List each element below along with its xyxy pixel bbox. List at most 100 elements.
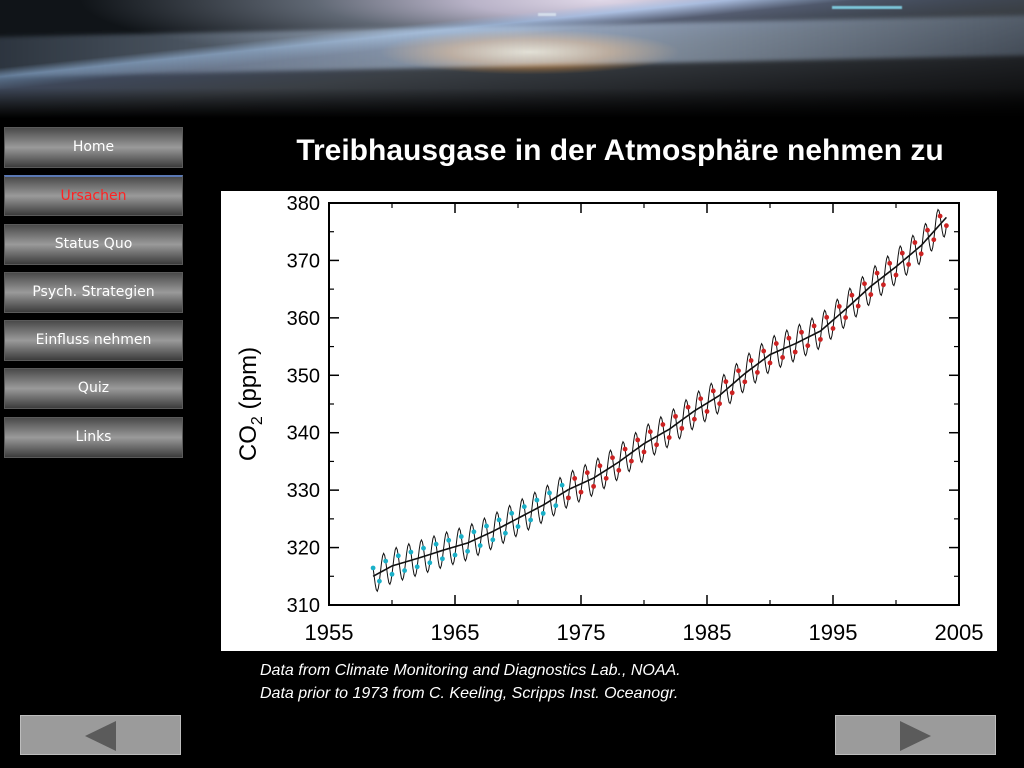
data-point-series-1 [824,314,830,320]
data-point-series-1 [912,240,918,245]
caption-line-1: Data from Climate Monitoring and Diagnos… [260,662,681,679]
nav-status-quo-button[interactable]: Status Quo [4,223,183,265]
data-point-series-1 [931,237,937,243]
data-point-series-1 [666,435,672,440]
data-point-series-0 [534,497,540,503]
data-point-series-1 [925,227,930,233]
data-point-series-1 [874,270,880,276]
data-point-series-1 [584,470,590,476]
data-point-series-1 [918,251,924,257]
data-point-series-1 [679,425,685,431]
data-point-series-1 [641,449,647,455]
data-point-series-1 [698,396,704,402]
nav-home-button[interactable]: Home [4,127,183,168]
data-point-series-1 [704,409,710,414]
data-point-series-1 [767,360,773,366]
y-tick-label: 350 [287,365,320,387]
nav-links-button[interactable]: Links [4,416,183,458]
data-point-series-1 [717,401,722,407]
data-point-series-0 [553,503,559,509]
data-point-series-1 [855,303,861,309]
data-point-series-1 [629,458,634,464]
next-slide-button[interactable] [835,715,996,755]
data-point-series-0 [383,558,389,564]
data-point-series-1 [792,349,798,355]
data-point-series-0 [446,537,452,543]
data-point-series-1 [862,281,867,287]
data-point-series-1 [597,463,603,469]
data-point-series-0 [515,524,521,529]
y-axis-label: CO2 (ppm) [235,347,266,461]
data-point-series-1 [660,422,666,427]
co2-chart-panel: 1955 1965 1975 1985 1995 2005 310 320 330 340 350 3… [221,191,997,651]
data-point-series-0 [458,534,464,539]
data-point-series-0 [471,529,477,535]
data-point-series-1 [881,282,886,288]
data-point-series-1 [836,303,842,309]
data-point-series-0 [427,560,433,566]
nav-psych-strategien-button[interactable]: Psych. Strategien [4,271,183,313]
data-point-series-1 [755,369,760,375]
left-triangle-icon [85,721,116,751]
data-point-series-1 [799,329,804,335]
data-point-series-1 [616,467,622,473]
atmosphere-glow [0,14,1024,78]
data-point-series-1 [603,475,609,481]
data-point-series-0 [452,552,458,558]
data-point-series-1 [736,368,741,374]
data-point-series-1 [654,442,659,448]
data-point-series-1 [830,326,836,331]
data-point-series-1 [685,404,691,410]
side-nav: Home Ursachen Status Quo Psych. Strategi… [4,127,183,465]
data-point-series-0 [547,490,552,496]
nav-ursachen-button[interactable]: Ursachen [4,175,183,217]
data-point-series-1 [622,446,628,452]
data-point-series-1 [748,358,754,363]
plot-frame [328,202,960,606]
data-point-series-1 [893,272,899,278]
data-point-series-1 [761,348,767,354]
y-tick-label: 340 [287,423,320,445]
data-point-series-1 [647,429,653,435]
data-point-series-1 [944,223,949,229]
data-point-series-1 [786,335,792,341]
data-point-series-1 [742,379,748,385]
data-point-series-0 [490,537,496,543]
data-point-series-0 [408,549,414,555]
y-axis-label-unit: (ppm) [235,347,262,416]
data-point-series-1 [843,315,848,320]
x-tick-label: 1995 [809,620,858,645]
x-tick-label: 1965 [431,620,480,645]
data-point-series-1 [729,390,735,396]
data-point-series-1 [811,323,817,329]
trend-line-1 [568,216,947,491]
data-point-series-1 [591,483,596,489]
data-source-caption: Data from Climate Monitoring and Diagnos… [260,659,681,705]
data-point-series-1 [692,416,697,422]
data-point-series-0 [540,510,546,516]
data-point-series-1 [578,489,584,495]
data-point-series-0 [402,568,407,573]
x-tick-label: 2005 [935,620,984,645]
data-point-series-1 [566,495,571,501]
previous-slide-button[interactable] [20,715,181,755]
x-tick-label: 1975 [557,620,606,645]
data-point-series-1 [899,250,905,256]
y-tick-label: 360 [287,308,320,330]
nav-quiz-button[interactable]: Quiz [4,368,183,410]
data-point-series-1 [849,292,855,298]
data-point-series-0 [521,504,527,510]
banner-fade [0,88,1024,118]
nav-einfluss-nehmen-button[interactable]: Einfluss nehmen [4,320,183,362]
data-point-series-0 [395,553,401,559]
data-point-series-0 [509,510,515,516]
data-point-series-0 [377,578,382,584]
y-tick-label: 330 [287,480,320,502]
data-point-series-1 [572,475,578,481]
y-tick-label: 370 [287,250,320,272]
y-axis-label-subscript: 2 [249,416,266,425]
data-point-series-1 [805,343,811,349]
co2-chart: 1955 1965 1975 1985 1995 2005 310 320 330 340 350 3… [235,193,984,645]
data-point-series-1 [773,341,779,346]
y-tick-label: 310 [287,595,320,617]
